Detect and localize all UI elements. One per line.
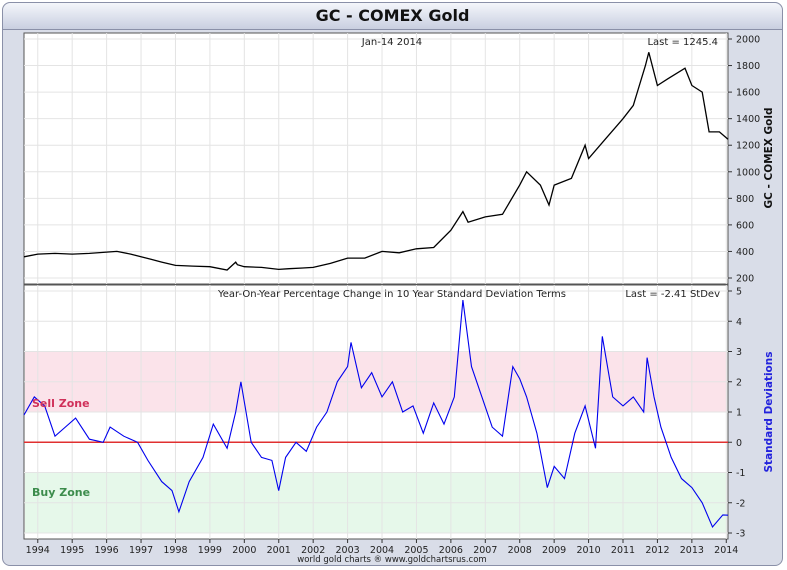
lower-y-tick-label: 2: [736, 377, 742, 388]
x-tick-label: 2005: [404, 545, 428, 556]
upper-y-tick-label: 1200: [736, 141, 760, 152]
lower-panel-title: Year-On-Year Percentage Change in 10 Yea…: [217, 289, 566, 300]
x-tick-label: 1997: [129, 545, 153, 556]
upper-panel: [23, 32, 729, 285]
x-tick-label: 2011: [611, 545, 635, 556]
x-tick-label: 2013: [680, 545, 704, 556]
x-tick-label: 2000: [232, 545, 256, 556]
upper-y-tick-label: 200: [736, 274, 754, 285]
sell-zone-label: Sell Zone: [32, 397, 90, 410]
gold-price-series: [23, 52, 729, 271]
lower-y-tick-label: 1: [736, 408, 742, 419]
upper-y-tick-label: 400: [736, 247, 754, 258]
upper-y-tick-label: 1600: [736, 88, 760, 99]
x-tick-label: 2014: [714, 545, 738, 556]
x-tick-label: 2009: [542, 545, 566, 556]
upper-y-tick-label: 2000: [736, 35, 760, 46]
buy-zone-label: Buy Zone: [32, 486, 90, 499]
lower-y-ticks: -3 -2 -1 0 1 2 3 4 5: [728, 287, 745, 540]
upper-y-axis-label: GC - COMEX Gold: [763, 108, 775, 209]
x-tick-label: 2003: [336, 545, 360, 556]
lower-y-tick-label: 0: [736, 438, 742, 449]
x-tick-label: 2010: [576, 545, 600, 556]
x-tick-label: 2012: [645, 545, 669, 556]
upper-grid: [24, 33, 728, 284]
lower-y-tick-label: -1: [736, 468, 745, 479]
x-tick-label: 1994: [26, 545, 50, 556]
lower-y-tick-label: 4: [736, 317, 742, 328]
x-tick-label: 2008: [508, 545, 532, 556]
lower-y-tick-label: -2: [736, 498, 745, 509]
source-credit: world gold charts ® www.goldchartsrus.co…: [297, 555, 486, 565]
x-tick-label: 1996: [95, 545, 119, 556]
chart-title: GC - COMEX Gold: [3, 3, 782, 30]
x-axis-ticks: 1994 1995 1996 1997 1998 1999 2000 2001 2002 2003…: [26, 539, 738, 556]
lower-y-tick-label: 3: [736, 347, 742, 358]
upper-y-tick-label: 1000: [736, 167, 760, 178]
x-tick-label: 1999: [198, 545, 222, 556]
lower-y-tick-label: 5: [736, 287, 742, 298]
x-tick-label: 2002: [301, 545, 325, 556]
upper-y-ticks: 200 400 600 800 1000 1200 1400 1600 1800 2000: [728, 35, 760, 285]
upper-y-tick-label: 800: [736, 194, 754, 205]
x-tick-label: 2007: [473, 545, 497, 556]
lower-last-label: Last = -2.41 StDev: [625, 289, 720, 300]
upper-last-label: Last = 1245.4: [647, 37, 718, 48]
upper-y-tick-label: 600: [736, 220, 754, 231]
upper-y-tick-label: 1800: [736, 61, 760, 72]
upper-y-tick-label: 1400: [736, 114, 760, 125]
date-label: Jan-14 2014: [361, 37, 422, 48]
lower-y-axis-label: Standard Deviations: [763, 351, 775, 472]
x-tick-label: 2006: [439, 545, 463, 556]
x-tick-label: 1998: [163, 545, 187, 556]
x-tick-label: 1995: [60, 545, 84, 556]
lower-y-tick-label: -3: [736, 529, 745, 540]
x-tick-label: 2004: [370, 545, 394, 556]
stdev-series: [23, 300, 729, 529]
x-tick-label: 2001: [267, 545, 291, 556]
